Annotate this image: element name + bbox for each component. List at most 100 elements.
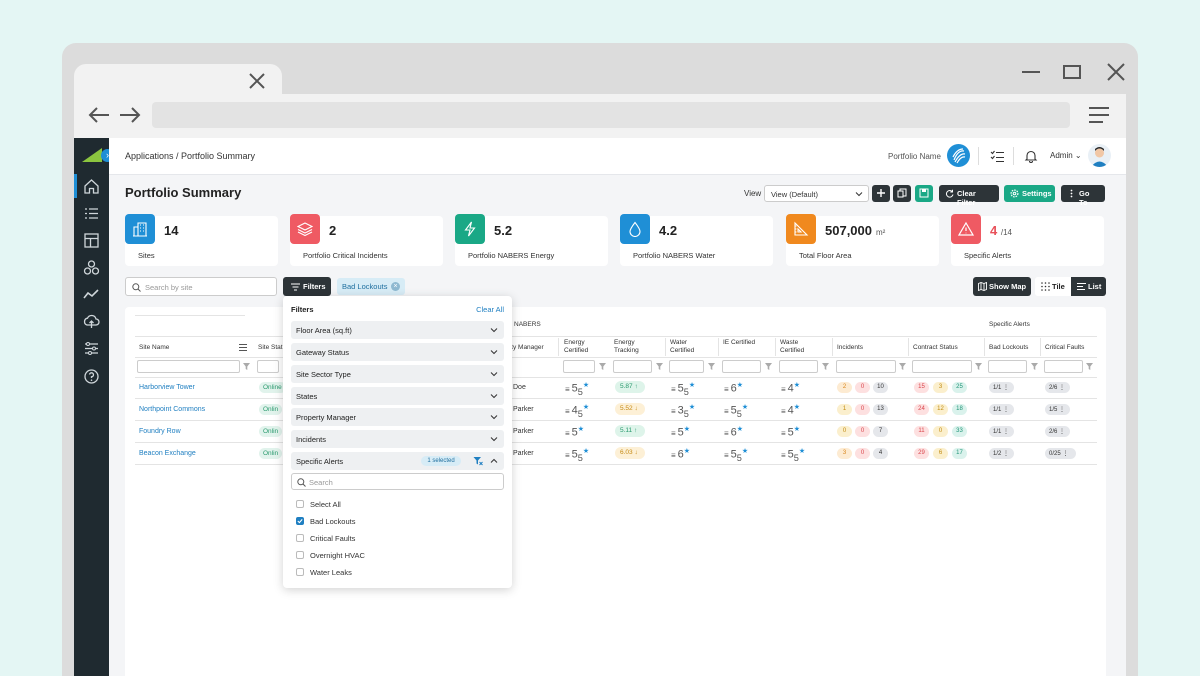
contract-badge[interactable]: 25 [952,382,967,393]
maximize-icon[interactable] [1061,61,1083,83]
site-status-filter-input[interactable] [257,360,279,373]
incident-badge[interactable]: 0 [855,404,870,415]
col-critical-faults[interactable]: Critical Faults [1045,344,1085,351]
list-view-button[interactable]: List [1071,277,1106,296]
waste-certified-filter-input[interactable] [779,360,818,373]
bad-lockouts-value[interactable]: 1/1 ⋮ [989,382,1014,393]
add-button[interactable] [872,185,890,202]
bad-lockouts-filter-input[interactable] [988,360,1027,373]
remove-chip-icon[interactable]: × [391,282,400,291]
checklist-icon[interactable] [990,149,1005,164]
contract-status-filter-input[interactable] [912,360,972,373]
tile-view-button[interactable]: Tile [1035,277,1071,296]
col-energy-tracking[interactable]: Energy Tracking [614,339,639,354]
critical-faults-value[interactable]: 2/6 ⋮ [1045,426,1070,437]
critical-faults-value[interactable]: 0/25 ⋮ [1045,448,1076,459]
settings-button[interactable]: Settings [1004,185,1055,202]
funnel-icon[interactable] [822,363,829,370]
contract-badge[interactable]: 33 [952,426,967,437]
checkbox[interactable] [296,551,304,559]
portfolio-logo[interactable] [947,144,970,167]
incident-badge[interactable]: 0 [855,382,870,393]
home-icon[interactable] [83,178,100,195]
filter-section-floor-area[interactable]: Floor Area (sq.ft) [291,321,504,339]
col-incidents[interactable]: Incidents [837,344,864,351]
save-button[interactable] [915,185,933,202]
clear-filter-button[interactable]: Clear Filter [939,185,999,207]
funnel-icon[interactable] [708,363,715,370]
bad-lockouts-value[interactable]: 1/1 ⋮ [989,426,1014,437]
close-window-icon[interactable] [1105,61,1127,83]
contract-badge[interactable]: 29 [914,448,929,459]
address-bar[interactable] [152,102,1070,128]
incident-badge[interactable]: 3 [837,448,852,459]
col-site-name[interactable]: Site Name [139,344,170,351]
contract-badge[interactable]: 3 [933,382,948,393]
col-ie-certified[interactable]: IE Certified [723,339,756,346]
incident-badge[interactable]: 0 [837,426,852,437]
option-critical-faults[interactable]: Critical Faults [296,534,355,543]
contract-badge[interactable]: 0 [933,426,948,437]
checkbox[interactable] [296,568,304,576]
water-certified-filter-input[interactable] [669,360,704,373]
incident-badge[interactable]: 4 [873,448,888,459]
show-map-button[interactable]: Show Map [973,277,1031,296]
forward-arrow-icon[interactable] [118,105,142,125]
checkbox-checked[interactable] [296,517,304,525]
filters-button[interactable]: Filters [283,277,331,296]
stat-card-floor-area[interactable]: 507,000 m² Total Floor Area [786,214,939,266]
contract-badge[interactable]: 11 [914,426,929,437]
incident-badge[interactable]: 1 [837,404,852,415]
option-select-all[interactable]: Select All [296,500,341,509]
filter-section-property-manager[interactable]: Property Manager [291,408,504,426]
incident-badge[interactable]: 0 [855,448,870,459]
filter-section-site-sector[interactable]: Site Sector Type [291,365,504,383]
critical-faults-value[interactable]: 1/5 ⋮ [1045,404,1070,415]
cloud-upload-icon[interactable] [83,313,100,330]
user-menu[interactable]: Admin ⌄ [1050,151,1082,160]
funnel-icon[interactable] [1086,363,1093,370]
incident-badge[interactable]: 7 [873,426,888,437]
funnel-icon[interactable] [975,363,982,370]
col-water-certified[interactable]: Water Certified [670,339,695,354]
col-bad-lockouts[interactable]: Bad Lockouts [989,344,1029,351]
bad-lockouts-value[interactable]: 1/1 ⋮ [989,404,1014,415]
minimize-icon[interactable] [1020,61,1042,83]
close-tab-icon[interactable] [246,70,268,92]
column-menu-icon[interactable] [238,343,248,352]
filter-section-specific-alerts[interactable]: Specific Alerts 1 selected [291,452,504,470]
settings-sliders-icon[interactable] [83,340,100,357]
back-arrow-icon[interactable] [87,105,111,125]
critical-faults-value[interactable]: 2/6 ⋮ [1045,382,1070,393]
stat-card-sites[interactable]: 14 Sites [125,214,278,266]
energy-certified-filter-input[interactable] [563,360,595,373]
stat-card-critical-incidents[interactable]: 2 Portfolio Critical Incidents [290,214,443,266]
option-overnight-hvac[interactable]: Overnight HVAC [296,551,365,560]
checkbox[interactable] [296,534,304,542]
incident-badge[interactable]: 13 [873,404,888,415]
active-filter-chip[interactable]: Bad Lockouts × [337,278,405,295]
dropdown-search-input[interactable]: Search [291,473,504,490]
incident-badge[interactable]: 10 [873,382,888,393]
ie-certified-filter-input[interactable] [722,360,761,373]
contract-badge[interactable]: 6 [933,448,948,459]
clear-filter-icon[interactable] [473,456,483,466]
incident-badge[interactable]: 2 [837,382,852,393]
site-name-link[interactable]: Beacon Exchange [139,450,196,457]
incidents-filter-input[interactable] [836,360,896,373]
col-site-status[interactable]: Site Stat [258,344,283,351]
stat-card-nabers-water[interactable]: 4.2 Portfolio NABERS Water [620,214,773,266]
checkbox[interactable] [296,500,304,508]
notification-bell-icon[interactable] [1024,149,1038,163]
incident-badge[interactable]: 0 [855,426,870,437]
bad-lockouts-value[interactable]: 1/2 ⋮ [989,448,1014,459]
funnel-icon[interactable] [1031,363,1038,370]
dashboard-layout-icon[interactable] [83,232,100,249]
contract-badge[interactable]: 24 [914,404,929,415]
view-select[interactable]: View (Default) [764,185,869,202]
hierarchy-icon[interactable] [83,259,100,276]
site-name-link[interactable]: Harborview Tower [139,384,195,391]
breadcrumb[interactable]: Applications / Portfolio Summary [125,151,256,161]
contract-badge[interactable]: 12 [933,404,948,415]
option-bad-lockouts[interactable]: Bad Lockouts [296,517,355,526]
